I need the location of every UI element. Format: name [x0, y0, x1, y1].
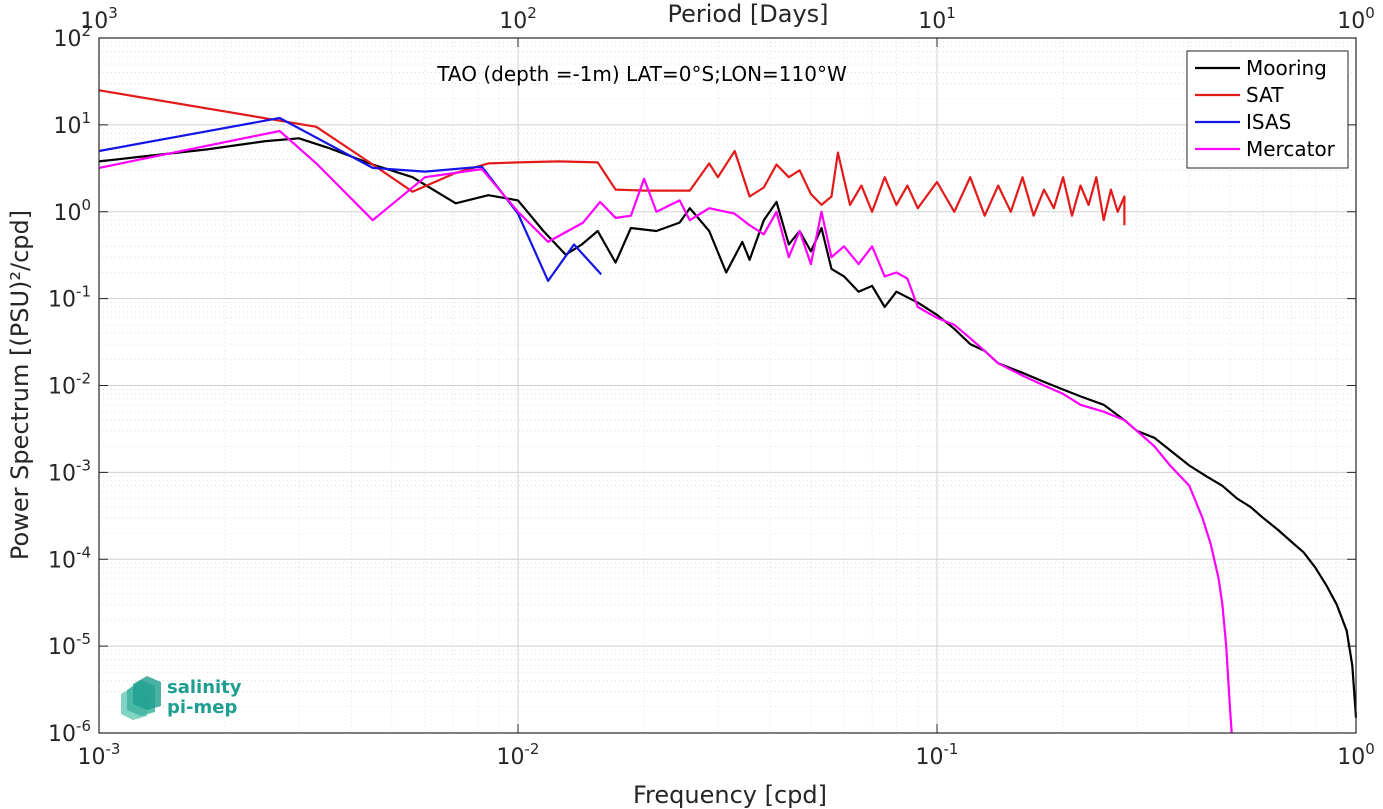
x-tick-label: 10-3	[78, 740, 121, 770]
logo-line1: salinity	[167, 677, 242, 698]
legend-label-mercator: Mercator	[1246, 137, 1336, 161]
x2-tick-label: 100	[1337, 4, 1375, 34]
logo-line2: pi-mep	[167, 697, 237, 718]
y-axis-label: Power Spectrum [(PSU)²/cpd]	[6, 210, 34, 560]
legend-label-isas: ISAS	[1246, 110, 1291, 134]
x2-tick-label: 103	[80, 4, 118, 34]
series-line-mooring	[98, 137, 1358, 718]
y-tick-label: 10-6	[48, 717, 91, 747]
y-tick-label: 101	[53, 109, 91, 139]
x-axis-label: Frequency [cpd]	[633, 781, 827, 809]
x-tick-label: 10-2	[497, 740, 540, 770]
legend-label-sat: SAT	[1246, 83, 1284, 107]
x2-tick-label: 101	[918, 4, 956, 34]
y-tick-label: 10-3	[48, 456, 91, 486]
series-layer	[98, 89, 1358, 734]
chart-annotation: TAO (depth =-1m) LAT=0°S;LON=110°W	[436, 62, 847, 86]
tick-marks	[98, 37, 1357, 734]
top-axis-label: Period [Days]	[667, 0, 828, 28]
major-grid	[98, 37, 1357, 734]
minor-grid	[99, 38, 1356, 733]
legend-label-mooring: Mooring	[1246, 56, 1327, 80]
series-line-sat	[98, 89, 1126, 226]
salinity-pi-mep-logo: salinity pi-mep	[121, 676, 242, 720]
x-tick-label: 100	[1337, 740, 1375, 770]
legend: Mooring SAT ISAS Mercator	[1186, 50, 1349, 169]
series-line-mercator	[98, 129, 1233, 734]
y-tick-label: 10-1	[48, 283, 91, 313]
y-tick-label: 102	[53, 22, 91, 52]
x-tick-label: 10-1	[916, 740, 959, 770]
y-tick-label: 10-2	[48, 370, 91, 400]
y-tick-label: 10-5	[48, 630, 91, 660]
y-tick-label: 100	[53, 196, 91, 226]
y-tick-label: 10-4	[48, 543, 91, 573]
x2-tick-label: 102	[499, 4, 537, 34]
series-line-isas	[98, 116, 603, 282]
